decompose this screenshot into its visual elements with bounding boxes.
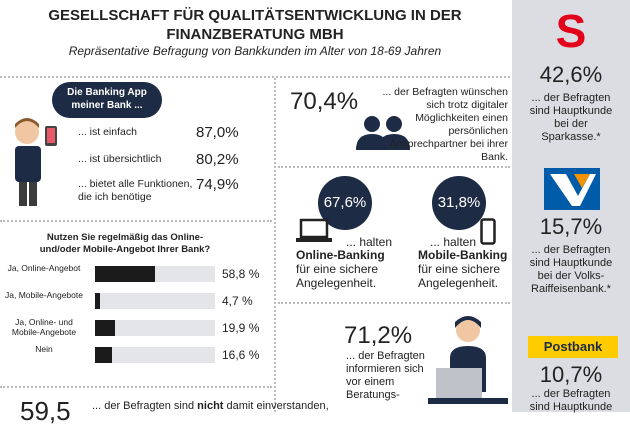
stat-text: ... halten (430, 235, 477, 249)
divider (0, 386, 272, 388)
bar (95, 293, 100, 309)
phone-icon (480, 218, 496, 245)
category-label: Ja, Mobile-Angebote (5, 290, 83, 300)
text-part: ... der Befragten sind (92, 400, 198, 412)
item-value: 74,9% (196, 176, 239, 193)
bar-track (95, 293, 215, 309)
divider (278, 166, 510, 168)
stat-text: für eine sichere Angelegenheit. (296, 262, 379, 290)
emphasis: Mobile-Banking (418, 248, 508, 262)
stat-text: ... der Befragten sind Hauptkunde bei de… (529, 244, 613, 295)
bar (95, 320, 116, 336)
item-value: 87,0% (196, 124, 239, 141)
sparkasse-logo: S (555, 5, 587, 57)
subtitle: Repräsentative Befragung von Bankkunden … (68, 44, 442, 58)
category-label: Ja, Online-Angebot (7, 263, 81, 273)
value-label: 16,6 % (222, 348, 260, 362)
stat-text: Mobile-Banking für eine sichere Angelegen… (418, 248, 510, 290)
bar (95, 347, 112, 363)
item-value: 80,2% (196, 151, 239, 168)
item-label: ... ist einfach (78, 126, 137, 138)
category-label: Nein (35, 344, 53, 354)
value-label: 4,7 % (222, 294, 253, 308)
text-part: damit einverstanden, (223, 400, 329, 412)
bar (95, 266, 155, 282)
value-label: 19,9 % (222, 321, 260, 335)
stat-text: für eine sichere Angelegenheit. (418, 262, 501, 290)
stat-circle: 31,8% (432, 176, 486, 230)
stat-text: ... der Befragten sind nicht damit einve… (92, 400, 329, 413)
speech-bubble: Die Banking App meiner Bank ... (52, 82, 162, 118)
person-laptop-icon (428, 316, 508, 404)
stat-value: 70,4% (290, 88, 359, 115)
title: GESELLSCHAFT FÜR QUALITÄTSENTWICKLUNG IN… (48, 7, 462, 43)
volksbank-logo (544, 168, 600, 210)
person-icon (15, 118, 57, 206)
stat-value: 10,7% (539, 362, 603, 387)
stat-value: 42,6% (539, 62, 603, 87)
divider (278, 302, 510, 304)
category-label: Ja, Online- und Mobile-Angebote (11, 317, 77, 337)
chart-title: Nutzen Sie regelmäßig das Online- und/od… (39, 232, 211, 255)
stat-text: ... halten (346, 235, 393, 249)
stat-value: 15,7% (539, 214, 603, 239)
divider (274, 78, 276, 412)
emphasis: nicht (197, 400, 224, 412)
people-icon (356, 116, 410, 150)
item-label: ... bietet alle Funktionen, die ich benö… (78, 178, 193, 203)
bar-track (95, 320, 215, 336)
divider (0, 220, 272, 222)
sidebar: S 42,6% ... der Befragten sind Hauptkund… (512, 0, 630, 413)
stat-text: Online-Banking für eine sichere Angelegen… (296, 248, 406, 290)
emphasis: Online-Banking (296, 248, 385, 262)
divider (0, 76, 510, 78)
stat-text: ... der Befragten sind Hauptkunde (529, 388, 613, 413)
laptop-icon (296, 218, 332, 242)
stat-text: ... der Befragten informieren sich vor e… (346, 350, 425, 401)
postbank-logo: Postbank (528, 336, 618, 358)
stat-value: 71,2% (344, 322, 413, 349)
stat-text: ... der Befragten sind Hauptkunde bei de… (529, 92, 613, 143)
bar-track (95, 347, 215, 363)
value-label: 58,8 % (222, 267, 260, 281)
item-label: ... ist übersichtlich (78, 153, 162, 165)
stat-text: ... der Befragten wünschen sich trotz di… (382, 86, 509, 163)
